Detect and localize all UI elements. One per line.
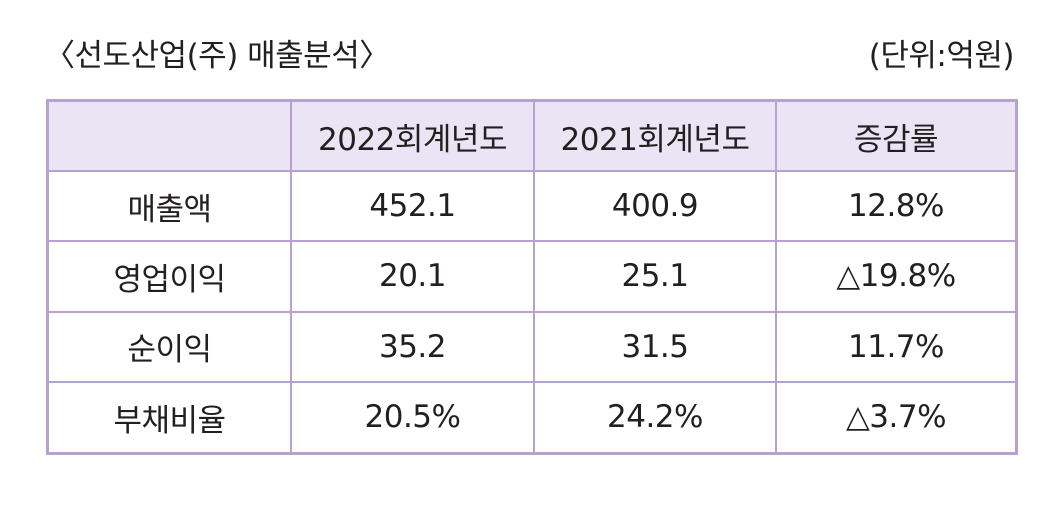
value-2021: 31.5 <box>533 310 777 383</box>
table-row: 매출액 452.1 400.9 12.8% <box>49 169 1015 243</box>
value-change: △19.8% <box>775 240 1015 313</box>
table-title: 〈선도산업(주) 매출분석〉 <box>44 38 390 74</box>
value-2022: 452.1 <box>290 169 535 243</box>
value-2021: 24.2% <box>533 380 777 452</box>
value-change: △3.7% <box>775 380 1015 452</box>
value-2022: 20.1 <box>290 240 535 313</box>
value-change: 12.8% <box>775 169 1015 243</box>
value-2022: 35.2 <box>290 310 535 383</box>
value-2022: 20.5% <box>290 380 535 452</box>
row-label: 매출액 <box>49 169 292 243</box>
header-corner-cell <box>49 102 292 172</box>
row-label: 영업이익 <box>49 240 292 313</box>
header-row: 2022회계년도 2021회계년도 증감률 <box>49 102 1015 172</box>
header-2022: 2022회계년도 <box>290 102 535 172</box>
table-row: 순이익 35.2 31.5 11.7% <box>49 310 1015 383</box>
table-row: 영업이익 20.1 25.1 △19.8% <box>49 240 1015 313</box>
value-2021: 400.9 <box>533 169 777 243</box>
table-row: 부채비율 20.5% 24.2% △3.7% <box>49 380 1015 452</box>
financial-table: 2022회계년도 2021회계년도 증감률 매출액 452.1 400.9 12… <box>46 99 1018 455</box>
header-2021: 2021회계년도 <box>533 102 777 172</box>
row-label: 순이익 <box>49 310 292 383</box>
unit-note: (단위:억원) <box>868 38 1015 74</box>
row-label: 부채비율 <box>49 380 292 452</box>
value-change: 11.7% <box>775 310 1015 383</box>
value-2021: 25.1 <box>533 240 777 313</box>
header-change-rate: 증감률 <box>775 102 1015 172</box>
sales-analysis-table: 2022회계년도 2021회계년도 증감률 매출액 452.1 400.9 12… <box>49 102 1015 452</box>
